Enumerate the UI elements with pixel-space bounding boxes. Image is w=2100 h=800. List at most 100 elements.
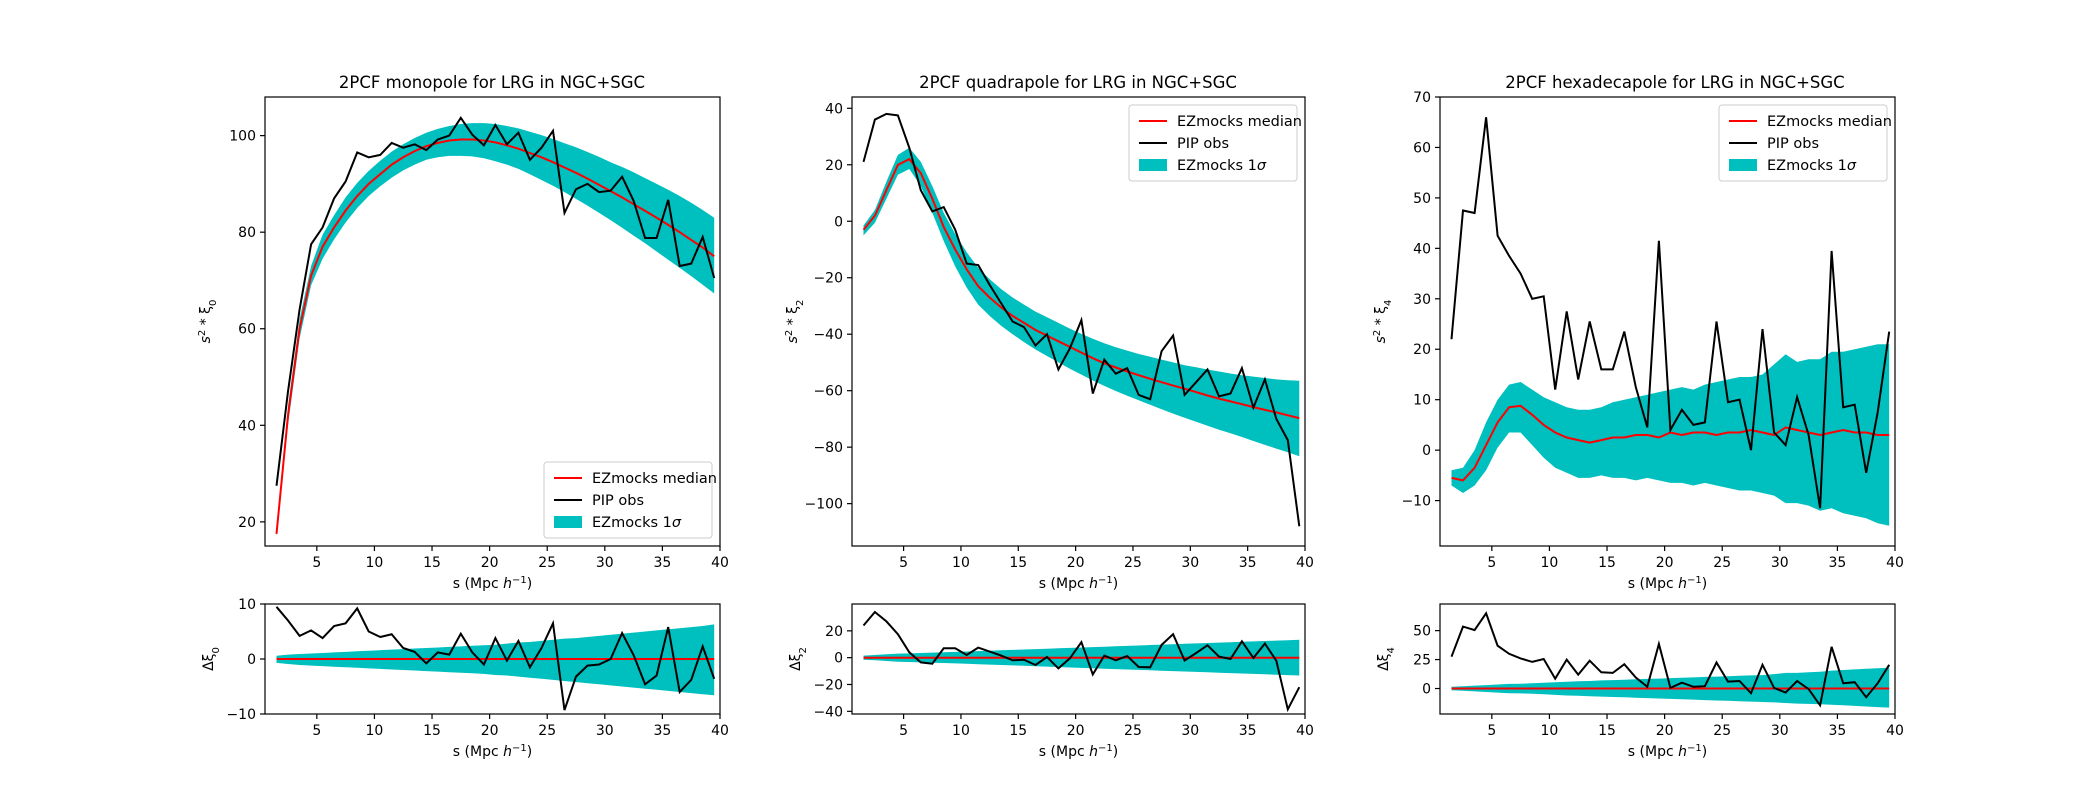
quadrapole-main-x-tick-label: 10 — [952, 555, 970, 571]
chart-title-monopole: 2PCF monopole for LRG in NGC+SGC — [339, 73, 645, 92]
quadrapole-res-y-tick-label: −20 — [813, 677, 843, 693]
monopole-main-x-tick-label: 10 — [366, 555, 384, 571]
hexadecapole-main-ezmocks-median-line — [1451, 404, 1890, 482]
quadrapole-res-y-tick-label: 20 — [825, 624, 843, 640]
plot-area-quadrapole: 5 10 15 20 25 30 35 40 −100 −80 −60 −40 −20 0 20 40 s (M… — [784, 96, 1314, 593]
monopole-res-x-tick-label: 5 — [312, 723, 321, 739]
chart-title-hexadecapole: 2PCF hexadecapole for LRG in NGC+SGC — [1505, 73, 1844, 92]
hexadecapole-main-x-tick-label: 30 — [1771, 555, 1789, 571]
monopole-main-axes-frame — [264, 96, 721, 547]
hexadecapole-res-y-tick-label: 0 — [1422, 682, 1431, 698]
quadrapole-main-x-axis-label: s (Mpc h−1) — [1039, 575, 1118, 593]
legend-ezmocks-1sigma-label: EZmocks 1σ — [1177, 158, 1267, 174]
quadrapole-main-x-tick-label: 40 — [1296, 555, 1314, 571]
monopole-res-x-tick-label: 10 — [366, 723, 384, 739]
chart-title-quadrapole: 2PCF quadrapole for LRG in NGC+SGC — [919, 73, 1237, 92]
quadrapole-res-x-tick-label: 35 — [1239, 723, 1257, 739]
quadrapole-res-x-tick-label: 40 — [1296, 723, 1314, 739]
quadrapole-main-y-tick-label: −40 — [813, 327, 843, 343]
hexadecapole-main-x-tick-label: 5 — [1487, 555, 1496, 571]
monopole-res-x-tick-label: 40 — [711, 723, 729, 739]
quadrapole-main-x-tick-label: 30 — [1181, 555, 1199, 571]
hexadecapole-main-pip-obs-line — [1450, 117, 1891, 509]
hexadecapole-main-y-tick-label: 20 — [1413, 342, 1431, 358]
quadrapole-main-y-axis-label: s2 * ξ2 — [784, 300, 806, 344]
hexadecapole-res-x-tick-label: 5 — [1487, 723, 1496, 739]
monopole-main-y-axis-label: s2 * ξ0 — [197, 300, 219, 344]
legend-pip-obs-label: PIP obs — [1767, 136, 1819, 152]
hexadecapole-res-x-tick-label: 25 — [1713, 723, 1731, 739]
hexadecapole-legend: EZmocks median PIP obs EZmocks 1σ — [1718, 104, 1892, 182]
legend-ezmocks-median-label: EZmocks median — [1767, 114, 1892, 130]
panel-quadrapole: 2PCF quadrapole for LRG in NGC+SGC 5 10 15… — [784, 73, 1314, 760]
monopole-main-x-tick-label: 25 — [538, 555, 556, 571]
quadrapole-main-x-tick-label: 15 — [1009, 555, 1027, 571]
monopole-main-series-group — [275, 115, 716, 537]
hexadecapole-main-x-tick-label: 25 — [1713, 555, 1731, 571]
legend-ezmocks-1sigma-swatch — [1139, 159, 1167, 171]
quadrapole-main-x-tick-label: 5 — [899, 555, 908, 571]
quadrapole-res-x-tick-label: 10 — [952, 723, 970, 739]
monopole-main-y-tick-label: 80 — [238, 225, 256, 241]
quadrapole-res-x-tick-label: 30 — [1181, 723, 1199, 739]
monopole-legend-box — [543, 461, 713, 539]
hexadecapole-main-y-tick-label: 60 — [1413, 140, 1431, 156]
panel-hexadecapole: 2PCF hexadecapole for LRG in NGC+SGC 5 10… — [1372, 73, 1904, 760]
monopole-main-x-tick-label: 40 — [711, 555, 729, 571]
quadrapole-res-pip-obs-line — [862, 610, 1301, 713]
hexadecapole-main-y-tick-label: 40 — [1413, 241, 1431, 257]
quadrapole-main-y-tick-label: −20 — [813, 271, 843, 287]
plot-area-monopole: 5 10 15 20 25 30 35 40 20 40 60 80 100 s (Mpc h−1) s2 … — [197, 96, 729, 592]
hexadecapole-res-y-axis-label: Δξ4 — [1376, 647, 1397, 671]
monopole-res-y-tick-label: −10 — [226, 707, 256, 723]
quadrapole-main-x-tick-label: 25 — [1124, 555, 1142, 571]
monopole-main-y-tick-label: 20 — [238, 515, 256, 531]
hexadecapole-main-y-axis-label: s2 * ξ4 — [1372, 300, 1394, 344]
hexadecapole-res-y-tick-label: 25 — [1413, 653, 1431, 669]
monopole-res-x-axis-label: s (Mpc h−1) — [453, 743, 532, 761]
monopole-res-x-tick-label: 25 — [538, 723, 556, 739]
quadrapole-legend-box — [1128, 104, 1298, 182]
monopole-main-pip-obs-line — [275, 115, 716, 486]
quadrapole-main-y-tick-label: 0 — [834, 214, 843, 230]
hexadecapole-main-y-tick-label: 70 — [1413, 90, 1431, 106]
hexadecapole-res-y-tick-label: 50 — [1413, 624, 1431, 640]
hexadecapole-res-x-tick-label: 20 — [1656, 723, 1674, 739]
quadrapole-legend: EZmocks median PIP obs EZmocks 1σ — [1128, 104, 1302, 182]
hexadecapole-main-x-tick-label: 40 — [1886, 555, 1904, 571]
quadrapole-res-x-tick-label: 25 — [1124, 723, 1142, 739]
quadrapole-main-x-tick-label: 20 — [1067, 555, 1085, 571]
hexadecapole-main-y-tick-label: 10 — [1413, 393, 1431, 409]
hexadecapole-res-x-axis-label: s (Mpc h−1) — [1628, 743, 1707, 761]
hexadecapole-res-x-tick-label: 10 — [1541, 723, 1559, 739]
hexadecapole-res-x-tick-label: 35 — [1828, 723, 1846, 739]
monopole-main-y-tick-label: 60 — [238, 322, 256, 338]
hexadecapole-main-x-tick-label: 15 — [1598, 555, 1616, 571]
monopole-legend: EZmocks median PIP obs EZmocks 1σ — [543, 461, 717, 539]
residual-plot-quadrapole: 5 10 15 20 25 30 35 40 −40 −20 0 20 s (Mpc h−1) Δξ2 — [788, 603, 1314, 760]
monopole-main-x-tick-label: 15 — [423, 555, 441, 571]
hexadecapole-main-x-tick-label: 35 — [1828, 555, 1846, 571]
monopole-res-series-group — [275, 606, 716, 711]
monopole-res-pip-obs-line — [275, 606, 716, 711]
quadrapole-res-x-tick-label: 20 — [1067, 723, 1085, 739]
monopole-main-y-tick-label: 40 — [238, 418, 256, 434]
hexadecapole-res-pip-obs-line — [1450, 611, 1891, 708]
hexadecapole-main-y-tick-label: 30 — [1413, 292, 1431, 308]
hexadecapole-legend-box — [1718, 104, 1888, 182]
monopole-res-y-tick-label: 10 — [238, 597, 256, 613]
hexadecapole-main-ezmocks-1sigma-band — [1451, 344, 1890, 526]
monopole-res-x-tick-label: 20 — [481, 723, 499, 739]
quadrapole-main-ezmocks-1sigma-band — [863, 147, 1300, 457]
legend-pip-obs-label: PIP obs — [592, 493, 644, 509]
quadrapole-main-y-tick-label: 20 — [825, 158, 843, 174]
monopole-main-x-tick-label: 5 — [312, 555, 321, 571]
monopole-res-x-tick-label: 15 — [423, 723, 441, 739]
quadrapole-res-series-group — [862, 610, 1301, 713]
quadrapole-res-x-tick-label: 15 — [1009, 723, 1027, 739]
legend-ezmocks-1sigma-swatch — [1729, 159, 1757, 171]
monopole-main-y-tick-label: 100 — [229, 129, 256, 145]
panel-monopole: 2PCF monopole for LRG in NGC+SGC 5 10 15 20… — [197, 73, 729, 760]
hexadecapole-main-y-tick-label: 50 — [1413, 191, 1431, 207]
